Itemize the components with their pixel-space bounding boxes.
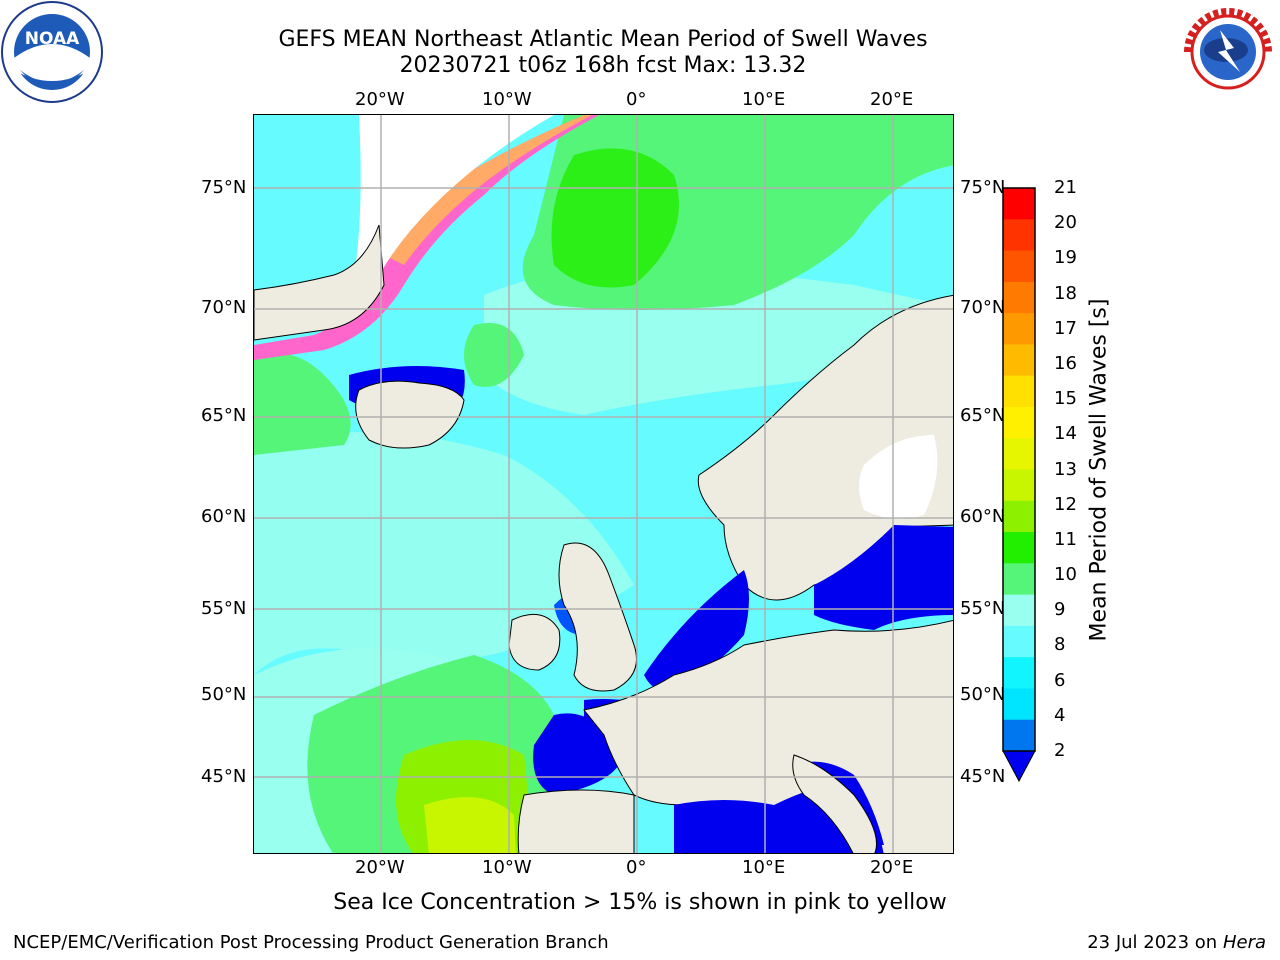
lat-label-right-70n: 70°N (960, 297, 1006, 318)
date-text: 23 Jul 2023 on Hera (1087, 932, 1266, 953)
colorbar-segment (1003, 469, 1035, 502)
lon-label-bottom-10e: 10°E (742, 857, 786, 878)
colorbar-segment (1003, 532, 1035, 564)
lon-label-bottom-10w: 10°W (482, 857, 532, 878)
lat-label-left-60n: 60°N (201, 506, 247, 527)
swell-field-10s-iceland (254, 352, 351, 455)
lat-label-right-50n: 50°N (960, 684, 1006, 705)
iceland-land (355, 380, 465, 449)
swell-field-2s-baltic (814, 525, 953, 630)
lat-label-right-60n: 60°N (960, 506, 1006, 527)
colorbar-tick-label: 13 (1054, 458, 1077, 480)
sea-ice-band-inner (384, 115, 592, 265)
lon-label-top-20e: 20°E (870, 89, 914, 110)
lon-label-bottom-0: 0° (626, 857, 647, 878)
colorbar-segment (1003, 657, 1035, 689)
lon-label-bottom-20e: 20°E (870, 857, 914, 878)
colorbar-segment (1003, 563, 1035, 596)
lat-label-left-50n: 50°N (201, 684, 247, 705)
sea-ice-note: Sea Ice Concentration > 15% is shown in … (333, 890, 947, 915)
colorbar-tick-label: 4 (1054, 704, 1066, 726)
colorbar-segment (1003, 688, 1035, 721)
lat-label-left-75n: 75°N (201, 177, 247, 198)
colorbar-segment (1003, 250, 1035, 283)
colorbar-segment (1003, 406, 1035, 439)
colorbar-segment (1003, 219, 1035, 252)
lat-label-right-75n: 75°N (960, 177, 1006, 198)
colorbar-segment (1003, 719, 1035, 752)
lat-label-right-65n: 65°N (960, 405, 1006, 426)
map-panel[interactable] (253, 114, 954, 854)
lat-label-left-70n: 70°N (201, 297, 247, 318)
colorbar-tick-label: 8 (1054, 634, 1066, 656)
lon-label-bottom-20w: 20°W (355, 857, 405, 878)
swell-field-9s (254, 432, 634, 675)
lat-label-left-55n: 55°N (201, 598, 247, 619)
swell-field-12s-south (424, 797, 516, 853)
sea-ice-band (254, 115, 599, 360)
gulf-of-bothnia (859, 435, 938, 519)
colorbar-tick-label: 17 (1054, 317, 1077, 339)
colorbar-tick-label: 20 (1054, 212, 1077, 234)
lon-label-top-20w: 20°W (355, 89, 405, 110)
colorbar-segment (1003, 594, 1035, 627)
swell-period-map (254, 115, 953, 853)
nws-logo-icon (1178, 2, 1278, 102)
colorbar-segment (1003, 375, 1035, 408)
lon-label-top-10e: 10°E (742, 89, 786, 110)
noaa-logo-icon: NOAA (1, 1, 103, 103)
colorbar-tick-label: 21 (1054, 177, 1077, 198)
credit-text: NCEP/EMC/Verification Post Processing Pr… (13, 932, 609, 953)
colorbar-segment (1003, 625, 1035, 658)
colorbar-segment (1003, 500, 1035, 533)
swell-field-2s-northsea (644, 570, 749, 691)
map-gridlines (254, 115, 953, 853)
colorbar-extend-min (1002, 750, 1036, 783)
colorbar-tick-label: 10 (1054, 564, 1077, 586)
colorbar-tick-label: 16 (1054, 352, 1077, 374)
colorbar-title: Mean Period of Swell Waves [s] (1086, 298, 1112, 642)
chart-title: GEFS MEAN Northeast Atlantic Mean Period… (278, 27, 928, 52)
colorbar-segment (1003, 281, 1035, 314)
lat-label-left-65n: 65°N (201, 405, 247, 426)
colorbar-tick-label: 9 (1054, 599, 1066, 621)
colorbar-segment (1003, 313, 1035, 345)
colorbar-tick-label: 11 (1054, 528, 1077, 550)
colorbar-segment (1003, 344, 1035, 377)
colorbar-frame (1002, 187, 1036, 752)
great-britain-land (558, 542, 637, 692)
colorbar-segment (1003, 188, 1035, 220)
colorbar-segment (1003, 438, 1035, 470)
noaa-logo-text: NOAA (25, 29, 80, 49)
colorbar-tick-label: 6 (1054, 669, 1066, 691)
machine-name: Hera (1222, 932, 1266, 953)
lon-label-top-10w: 10°W (482, 89, 532, 110)
colorbar (1002, 187, 1036, 783)
colorbar-tick-label: 14 (1054, 423, 1077, 445)
italy-land (792, 754, 877, 853)
date-value: 23 Jul 2023 on (1087, 932, 1223, 953)
lon-label-top-0: 0° (626, 89, 647, 110)
lat-label-right-45n: 45°N (960, 766, 1006, 787)
greenland-land (254, 224, 385, 341)
swell-field-2s-biscay (533, 713, 624, 795)
iberia-land (517, 789, 635, 853)
colorbar-tick-label: 2 (1054, 740, 1066, 761)
colorbar-tick-label: 18 (1054, 282, 1077, 304)
lat-label-left-45n: 45°N (201, 766, 247, 787)
colorbar-tick-label: 15 (1054, 388, 1077, 410)
ireland-land (508, 613, 561, 671)
chart-subtitle: 20230721 t06z 168h fcst Max: 13.32 (399, 53, 807, 78)
greenland-ice (354, 115, 554, 285)
colorbar-tick-label: 12 (1054, 493, 1077, 515)
lat-label-right-55n: 55°N (960, 598, 1006, 619)
swell-field-11s (551, 148, 679, 288)
colorbar-tick-label: 19 (1054, 247, 1077, 269)
